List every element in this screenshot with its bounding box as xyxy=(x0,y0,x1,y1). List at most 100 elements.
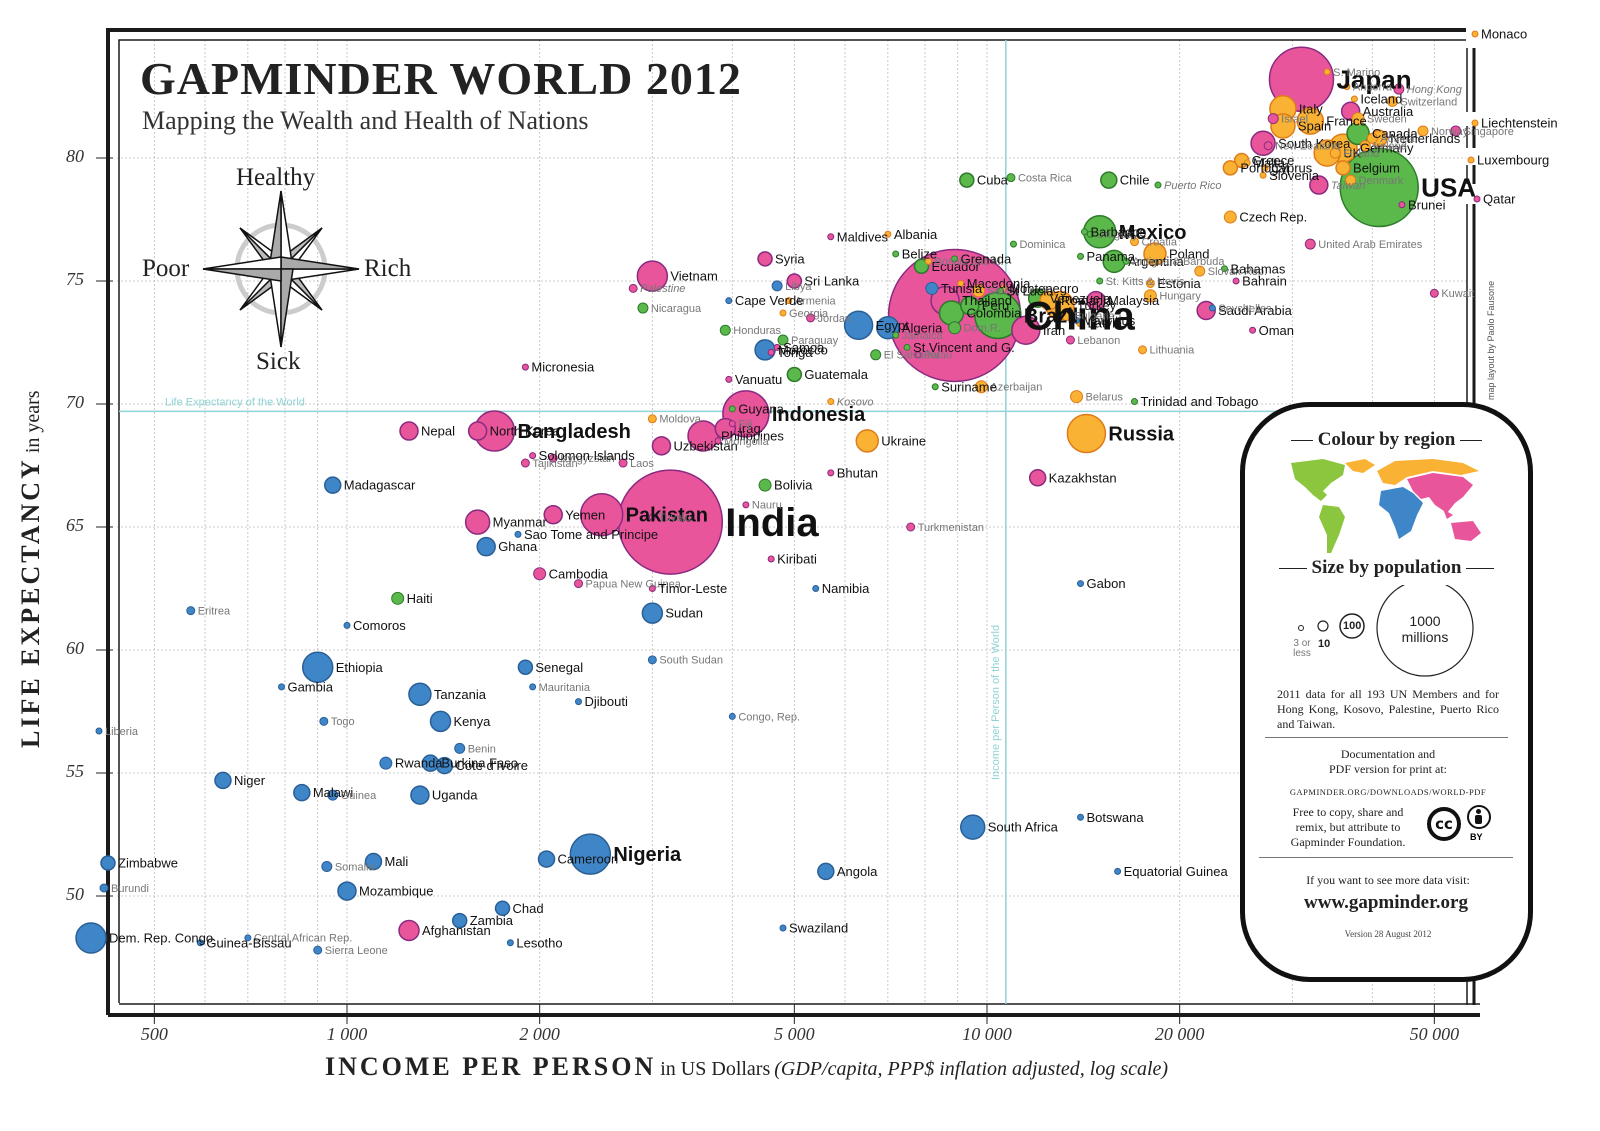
country-bubble[interactable] xyxy=(95,727,103,735)
country-bubble[interactable] xyxy=(903,343,911,351)
country-bubble[interactable] xyxy=(637,302,649,314)
country-bubble[interactable] xyxy=(1070,390,1084,404)
country-bubble[interactable] xyxy=(827,469,835,477)
country-bubble[interactable] xyxy=(719,324,731,336)
country-bubble[interactable] xyxy=(1393,83,1405,95)
country-bubble[interactable] xyxy=(1267,113,1279,125)
country-bubble[interactable] xyxy=(1122,257,1130,265)
country-bubble[interactable] xyxy=(647,414,657,424)
country-bubble[interactable] xyxy=(767,348,775,356)
country-bubble[interactable] xyxy=(1222,160,1239,176)
country-bubble[interactable] xyxy=(817,862,835,881)
country-bubble[interactable] xyxy=(1473,195,1481,203)
country-bubble[interactable] xyxy=(1366,132,1378,144)
country-bubble[interactable] xyxy=(99,883,109,893)
country-bubble[interactable] xyxy=(1296,107,1325,135)
country-bubble[interactable] xyxy=(913,258,930,274)
country-bubble[interactable] xyxy=(777,334,789,346)
country-bubble[interactable] xyxy=(1304,238,1316,250)
country-bubble[interactable] xyxy=(1232,277,1240,285)
country-bubble[interactable] xyxy=(379,756,393,770)
country-bubble[interactable] xyxy=(1060,309,1072,321)
country-bubble[interactable] xyxy=(521,363,529,371)
country-bubble[interactable] xyxy=(1417,125,1429,137)
country-bubble[interactable] xyxy=(408,682,432,707)
country-bubble[interactable] xyxy=(1323,68,1331,76)
country-bubble[interactable] xyxy=(1429,288,1439,298)
country-bubble[interactable] xyxy=(725,375,733,383)
country-bubble[interactable] xyxy=(467,421,488,441)
country-bubble[interactable] xyxy=(931,383,939,391)
country-bubble[interactable] xyxy=(196,939,204,947)
country-bubble[interactable] xyxy=(742,501,750,509)
country-bubble[interactable] xyxy=(728,405,736,413)
country-bubble[interactable] xyxy=(1100,171,1118,189)
country-bubble[interactable] xyxy=(1450,125,1462,137)
country-bubble[interactable] xyxy=(575,698,583,706)
country-bubble[interactable] xyxy=(293,783,311,802)
country-bubble[interactable] xyxy=(520,458,530,468)
country-bubble[interactable] xyxy=(827,398,835,406)
country-bubble[interactable] xyxy=(959,814,986,840)
country-bubble[interactable] xyxy=(313,945,323,955)
country-bubble[interactable] xyxy=(914,351,922,359)
country-bubble[interactable] xyxy=(725,297,733,305)
country-bubble[interactable] xyxy=(1065,335,1075,345)
country-bubble[interactable] xyxy=(1386,95,1398,107)
country-bubble[interactable] xyxy=(1351,112,1365,126)
country-bubble[interactable] xyxy=(892,250,900,258)
country-bubble[interactable] xyxy=(1345,174,1357,186)
country-bubble[interactable] xyxy=(827,233,835,241)
country-bubble[interactable] xyxy=(957,279,965,287)
country-bubble[interactable] xyxy=(1329,147,1341,159)
country-bubble[interactable] xyxy=(391,591,405,605)
country-bubble[interactable] xyxy=(1194,265,1206,277)
country-bubble[interactable] xyxy=(75,922,107,954)
country-bubble[interactable] xyxy=(786,273,803,289)
country-bubble[interactable] xyxy=(806,313,816,323)
country-bubble[interactable] xyxy=(1073,316,1081,324)
country-bubble[interactable] xyxy=(1243,159,1251,167)
country-bubble[interactable] xyxy=(1080,228,1088,236)
country-bubble[interactable] xyxy=(728,420,736,428)
country-bubble[interactable] xyxy=(648,585,656,592)
country-bubble[interactable] xyxy=(1259,171,1267,179)
country-bubble[interactable] xyxy=(959,172,975,188)
country-bubble[interactable] xyxy=(1077,252,1085,260)
country-bubble[interactable] xyxy=(728,712,736,720)
country-bubble[interactable] xyxy=(1009,240,1017,248)
country-bubble[interactable] xyxy=(364,852,383,871)
country-bubble[interactable] xyxy=(1086,290,1106,311)
country-bubble[interactable] xyxy=(337,881,357,901)
country-bubble[interactable] xyxy=(843,310,874,341)
country-bubble[interactable] xyxy=(757,251,773,267)
country-bubble[interactable] xyxy=(494,900,511,917)
country-bubble[interactable] xyxy=(785,297,793,305)
country-bubble[interactable] xyxy=(906,522,916,532)
country-bubble[interactable] xyxy=(1114,867,1122,875)
country-bubble[interactable] xyxy=(1359,140,1371,152)
country-bubble[interactable] xyxy=(938,300,965,326)
country-bubble[interactable] xyxy=(529,452,537,460)
country-bubble[interactable] xyxy=(1208,304,1216,312)
country-bubble[interactable] xyxy=(323,476,342,494)
country-bubble[interactable] xyxy=(771,280,783,292)
country-bubble[interactable] xyxy=(1471,30,1479,38)
country-bubble[interactable] xyxy=(924,257,932,265)
country-bubble[interactable] xyxy=(1223,210,1237,224)
country-bubble[interactable] xyxy=(647,655,657,665)
country-bubble[interactable] xyxy=(327,789,339,801)
country-bubble[interactable] xyxy=(1066,413,1107,454)
country-bubble[interactable] xyxy=(1138,345,1148,355)
country-bubble[interactable] xyxy=(319,716,329,726)
country-bubble[interactable] xyxy=(574,579,584,589)
country-bubble[interactable] xyxy=(429,710,452,733)
country-bubble[interactable] xyxy=(618,458,628,468)
country-bubble[interactable] xyxy=(186,606,196,616)
country-bubble[interactable] xyxy=(648,513,656,521)
country-bubble[interactable] xyxy=(1263,141,1273,151)
country-bubble[interactable] xyxy=(451,912,468,929)
country-bubble[interactable] xyxy=(651,436,672,456)
country-bubble[interactable] xyxy=(579,492,624,537)
country-bubble[interactable] xyxy=(855,429,880,453)
